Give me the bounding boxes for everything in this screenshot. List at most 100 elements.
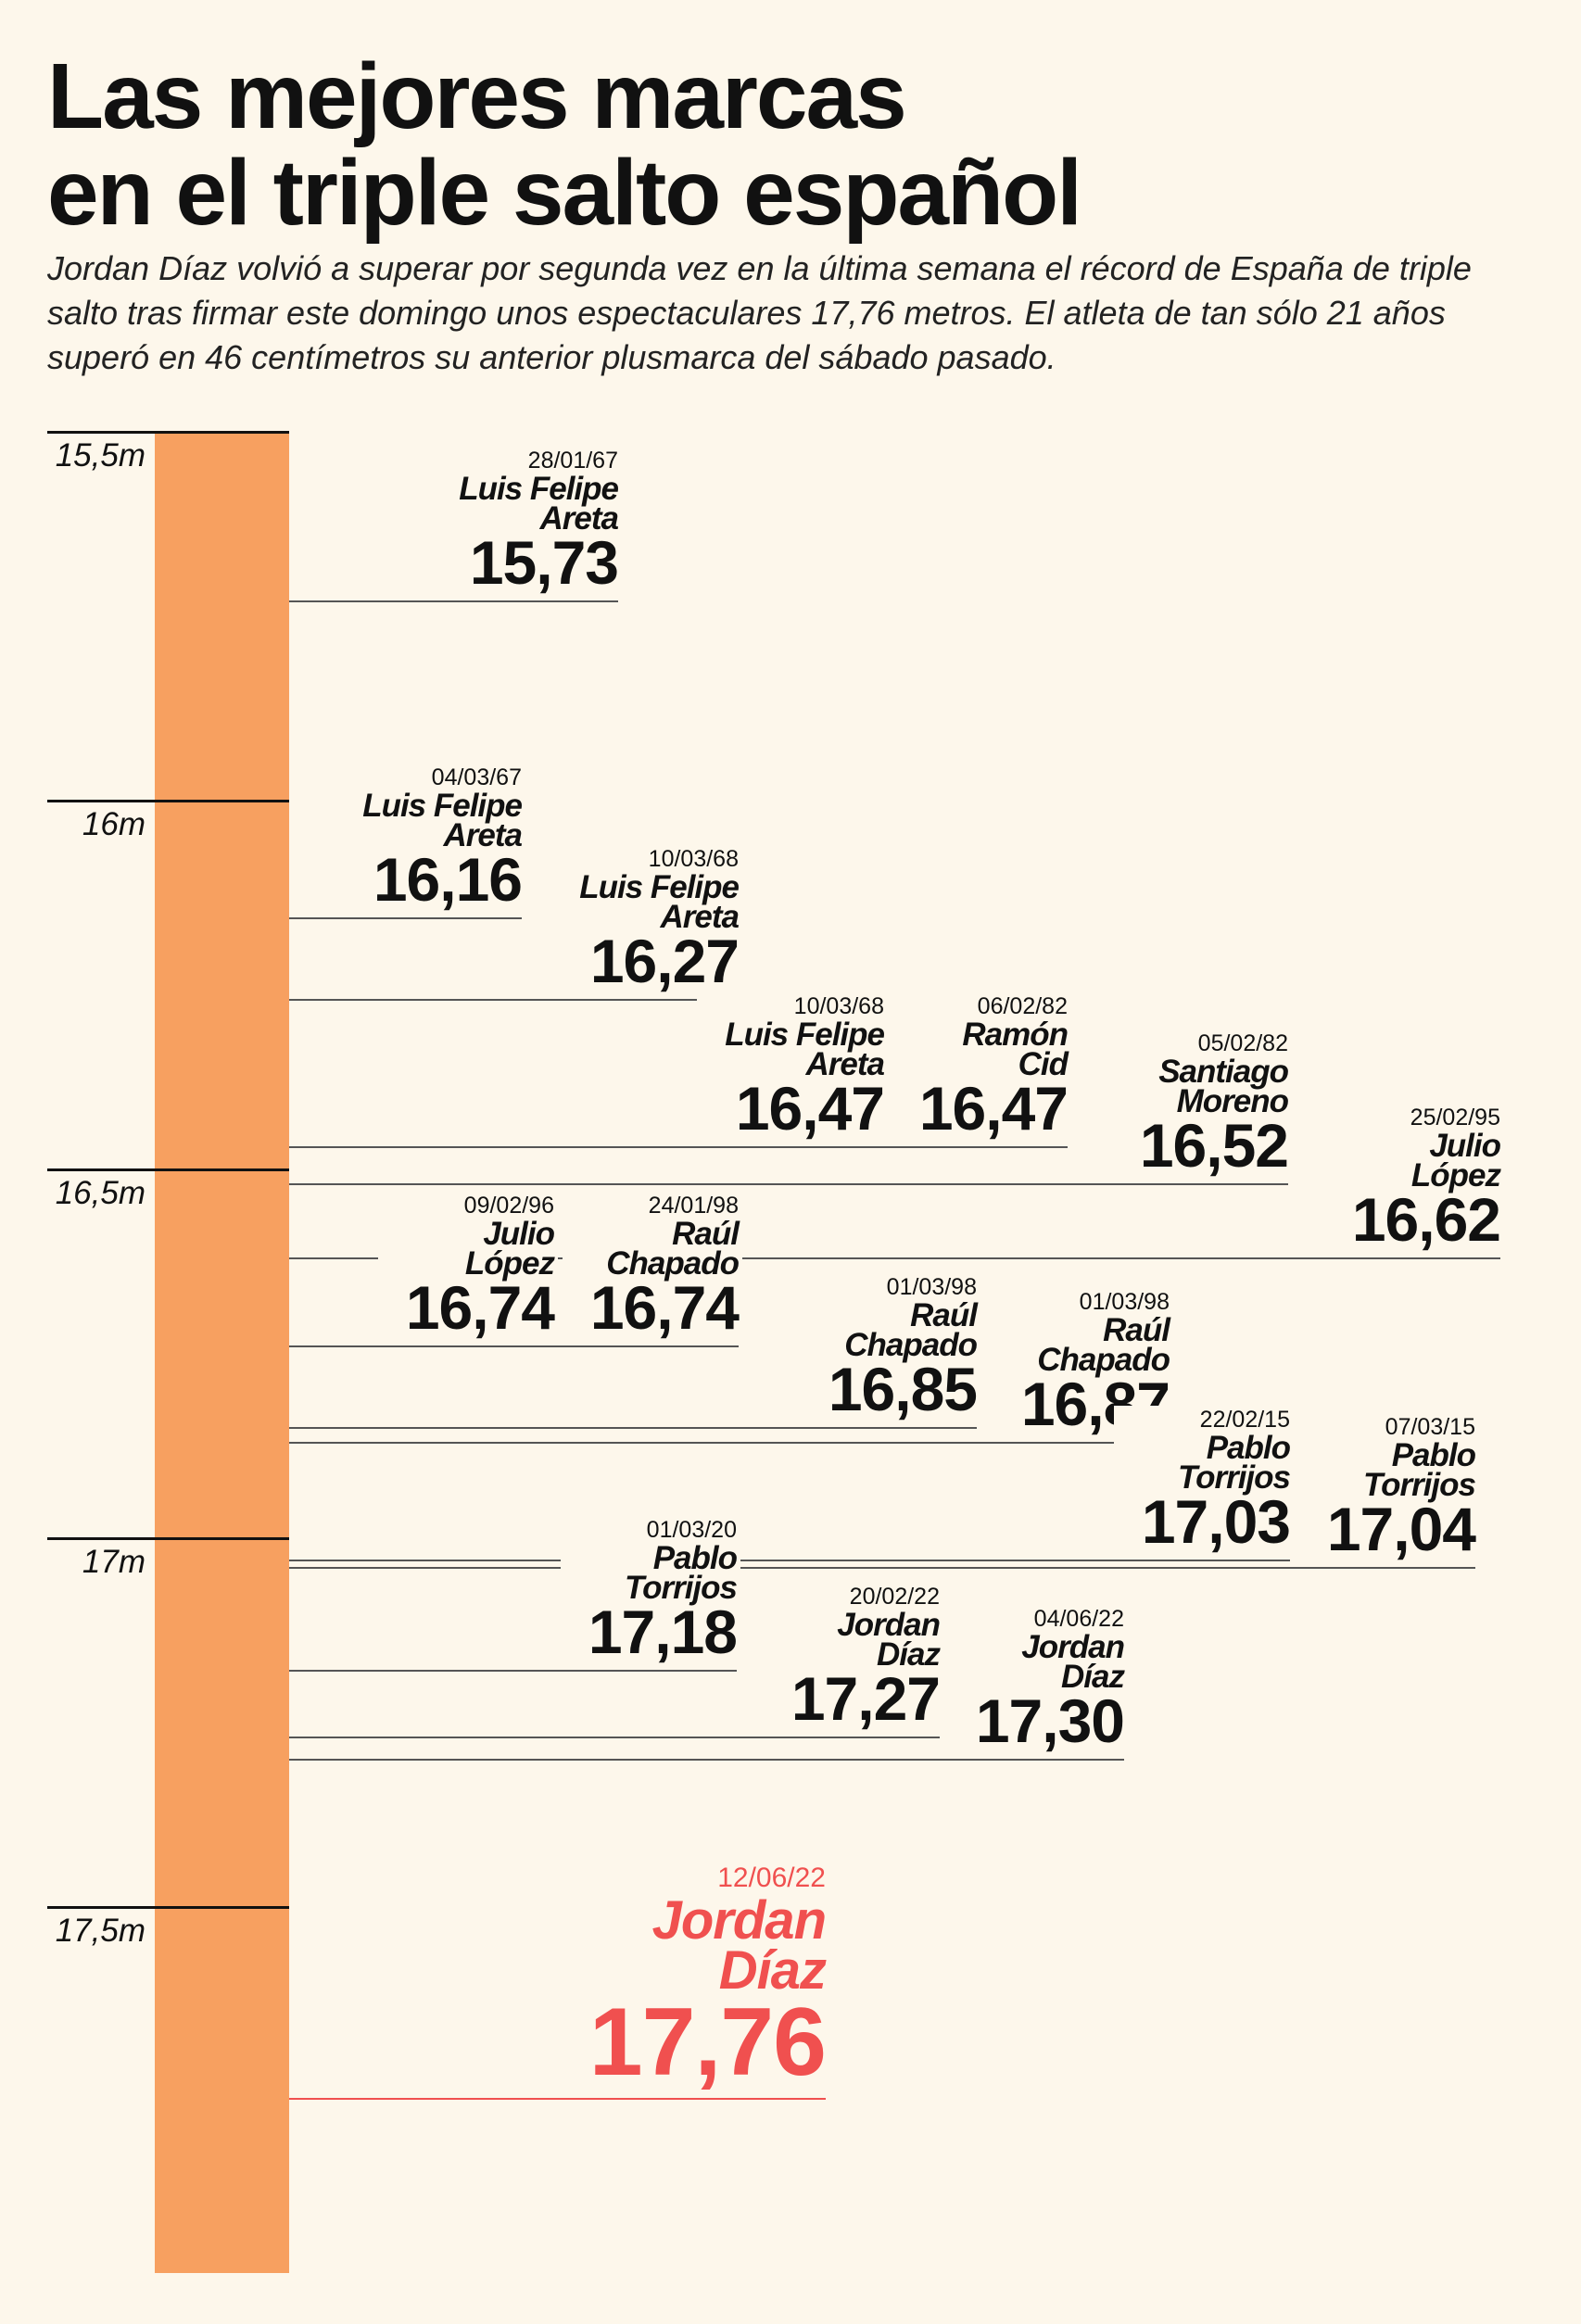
athlete-name: Pablo (1391, 1436, 1476, 1473)
record-date: 06/02/82 (977, 993, 1068, 1020)
record-value: 17,03 (1141, 1486, 1291, 1556)
record-value: 17,18 (588, 1598, 738, 1667)
athlete-name: Luis Felipe (725, 1017, 885, 1054)
scale-bar (155, 432, 289, 2273)
athlete-name: Areta (660, 898, 740, 935)
record-line (289, 1257, 1500, 1259)
record-line (289, 1758, 1124, 1761)
record-label: 06/02/82 Ramón Cid 16,47 (891, 992, 1071, 1145)
record-value: 16,52 (1139, 1110, 1289, 1180)
record-date: 05/02/82 (1197, 1029, 1288, 1056)
record-date: 10/03/68 (793, 993, 884, 1020)
subtitle: Jordan Díaz volvió a superar por segunda… (47, 249, 1472, 376)
record-value: 17,04 (1326, 1494, 1476, 1563)
athlete-name: Díaz (877, 1636, 941, 1673)
athlete-name: Díaz (1061, 1658, 1125, 1695)
record-date: 20/02/22 (849, 1583, 940, 1610)
record-label: 28/01/67 Luis Felipe Areta 15,73 (431, 447, 622, 600)
athlete-name: Pablo (1206, 1429, 1291, 1466)
record-line (289, 1345, 739, 1348)
record-label: 01/03/98 Raúl Chapado 16,85 (800, 1272, 980, 1425)
record-date: 10/03/68 (648, 845, 739, 872)
athlete-name: Luis Felipe (579, 868, 740, 905)
record-value: 16,47 (735, 1074, 885, 1143)
record-line (289, 998, 739, 1001)
athlete-name: Luis Felipe (459, 471, 619, 508)
athlete-name: Raúl (1103, 1311, 1170, 1348)
y-tick-label: 15,5m (55, 437, 145, 474)
record-value: 16,62 (1351, 1184, 1501, 1254)
title-line-2: en el triple salto español (47, 141, 1082, 245)
record-line (289, 1559, 1290, 1561)
athlete-name: Pablo (652, 1540, 738, 1577)
record-label: 24/01/98 Raúl Chapado 16,74 (562, 1192, 742, 1345)
record-line (289, 1670, 737, 1673)
athlete-name: Moreno (1176, 1082, 1289, 1119)
record-line (289, 1426, 977, 1429)
athlete-name: Jordan (837, 1606, 941, 1643)
athlete-name: Areta (443, 817, 523, 854)
record-value: 16,27 (589, 926, 740, 995)
record-date: 01/03/20 (646, 1517, 737, 1544)
record-line (289, 917, 522, 920)
record-date: 09/02/96 (463, 1193, 554, 1219)
record-value: 15,73 (469, 528, 619, 598)
athlete-name: López (464, 1245, 555, 1282)
athlete-name: Areta (539, 500, 619, 537)
athlete-name: Jordan (1021, 1628, 1125, 1665)
athlete-name: Areta (805, 1046, 885, 1083)
page-title: Las mejores marcas en el triple salto es… (47, 48, 1082, 241)
record-value: 17,76 (588, 1988, 827, 2096)
record-label: 07/03/15 Pablo Torrijos 17,04 (1298, 1412, 1479, 1565)
record-line (289, 600, 618, 603)
athlete-name: Torrijos (1363, 1466, 1476, 1503)
record-date: 24/01/98 (648, 1193, 739, 1219)
y-tick-line (47, 1537, 289, 1540)
record-date: 28/01/67 (527, 448, 618, 474)
athlete-name: Cid (1018, 1046, 1069, 1083)
record-date: 01/03/98 (886, 1273, 977, 1300)
y-tick-label: 17,5m (55, 1913, 145, 1949)
athlete-name: Jordan (651, 1889, 827, 1951)
record-date: 04/03/67 (431, 764, 522, 791)
athlete-name: Torrijos (625, 1570, 738, 1607)
athlete-name: Raúl (910, 1296, 978, 1333)
record-label: 04/06/22 Jordan Díaz 17,30 (947, 1604, 1128, 1757)
athlete-name: Chapado (606, 1245, 740, 1282)
record-date: 04/06/22 (1033, 1605, 1124, 1632)
record-value: 16,74 (405, 1273, 555, 1343)
record-line (289, 1566, 1475, 1569)
record-label: 22/02/15 Pablo Torrijos 17,03 (1113, 1405, 1294, 1558)
record-date: 22/02/15 (1199, 1406, 1290, 1433)
record-line (289, 1441, 1170, 1444)
record-date: 01/03/98 (1079, 1288, 1170, 1315)
record-value: 16,47 (918, 1074, 1069, 1143)
y-tick-line (47, 1168, 289, 1171)
y-tick-line (47, 1906, 289, 1909)
athlete-name: Díaz (718, 1939, 827, 2001)
record-date: 25/02/95 (1410, 1104, 1500, 1130)
record-date: 12/06/22 (717, 1862, 826, 1893)
athlete-name: Chapado (844, 1326, 978, 1363)
athlete-name: Julio (483, 1216, 555, 1253)
y-tick-label: 16m (82, 806, 145, 842)
record-value: 16,74 (589, 1273, 740, 1343)
athlete-name: Santiago (1158, 1053, 1289, 1090)
record-value: 16,85 (828, 1354, 978, 1423)
record-line (289, 1146, 1068, 1149)
athlete-name: Raúl (672, 1216, 740, 1253)
record-label: 09/02/96 Julio López 16,74 (377, 1192, 558, 1345)
y-tick-label: 17m (82, 1544, 145, 1580)
y-tick-line (47, 431, 289, 434)
record-label: 04/03/67 Luis Felipe Areta 16,16 (335, 764, 525, 916)
athlete-name: Luis Felipe (362, 788, 523, 825)
athlete-name: Torrijos (1178, 1459, 1291, 1496)
athlete-name: Julio (1429, 1127, 1501, 1164)
record-line (289, 1736, 940, 1738)
athlete-name: Chapado (1037, 1341, 1170, 1378)
record-label: 25/02/95 Julio López 16,62 (1323, 1103, 1504, 1256)
title-line-1: Las mejores marcas (47, 44, 907, 148)
athlete-name: López (1410, 1156, 1501, 1194)
y-tick-line (47, 800, 289, 802)
